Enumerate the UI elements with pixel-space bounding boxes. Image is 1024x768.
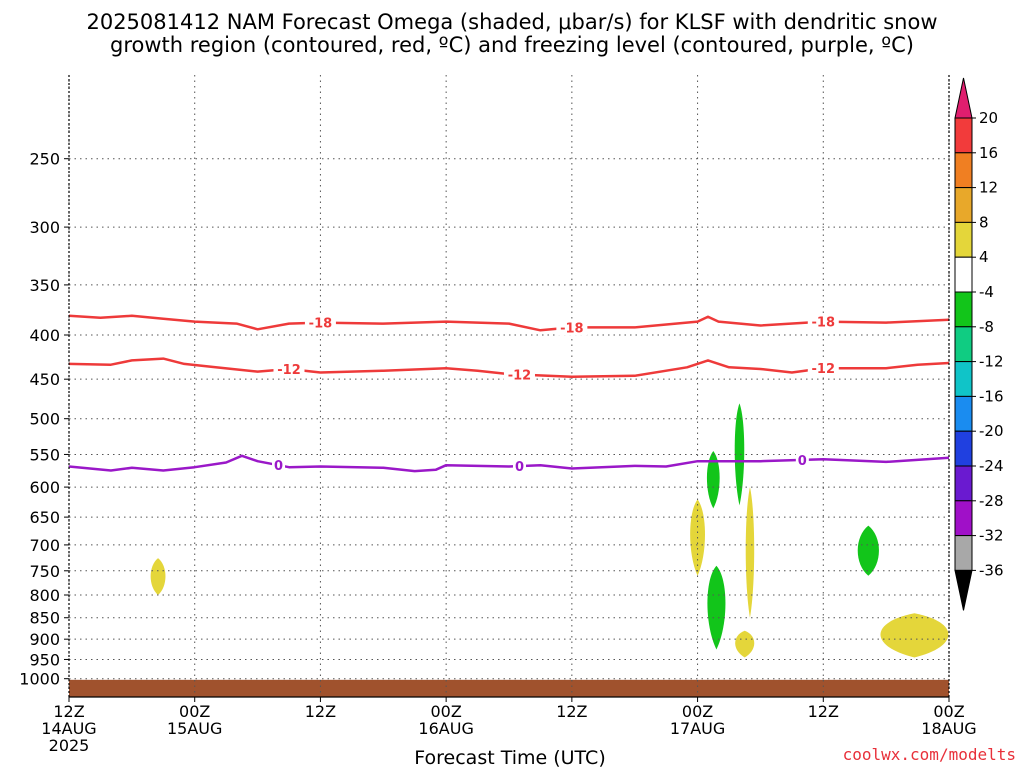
plot-area: 250 300 350 400 450 500 550 600 650 700 750 800 850 9… <box>19 75 977 755</box>
x-axis-label: Forecast Time (UTC) <box>414 747 605 768</box>
colorbar-seg-8 <box>954 361 973 397</box>
omega-region-4 <box>734 403 745 506</box>
y-tick-label-700: 700 <box>29 536 60 555</box>
y-tick-label-250: 250 <box>29 150 60 169</box>
colorbar-label-3: 8 <box>979 213 989 231</box>
y-tick-label-600: 600 <box>29 478 60 497</box>
omega-region-9 <box>880 613 949 658</box>
omega-region-6 <box>745 487 755 618</box>
colorbar-label-2: 12 <box>979 179 998 197</box>
omega-region-3 <box>706 451 720 509</box>
credit-text: coolwx.com/modelts <box>843 745 1016 764</box>
y-tick-label-550: 550 <box>29 445 60 464</box>
colorbar-seg-7 <box>954 326 973 363</box>
plot-background <box>69 75 949 697</box>
omega-region-8 <box>857 525 879 576</box>
colorbar-seg-1 <box>954 117 973 154</box>
contour-1 <box>68 357 950 378</box>
contour-label-1-1: -12 <box>508 369 532 384</box>
contour-label-bg-1-2 <box>807 360 839 377</box>
colorbar-label-7: -12 <box>979 353 1004 371</box>
colorbar-label-13: -36 <box>979 561 1004 579</box>
x-tick-label-3-1: 00Z <box>430 702 461 721</box>
x-tick-label-5-1: 00Z <box>682 702 713 721</box>
colorbar-label-10: -24 <box>979 457 1004 475</box>
colorbar-seg-6 <box>954 291 973 328</box>
x-tick-label-5-2: 17AUG <box>670 719 725 738</box>
y-tick-label-850: 850 <box>29 609 60 628</box>
x-tick-label-0-1: 12Z <box>53 702 84 721</box>
colorbar-label-6: -8 <box>979 318 994 336</box>
x-tick-label-4-1: 12Z <box>556 702 587 721</box>
colorbar-label-5: -4 <box>979 283 994 301</box>
colorbar-top-arrow <box>954 77 973 119</box>
x-tick-label-0-3: 2025 <box>49 736 90 755</box>
x-tick-label-7-2: 18AUG <box>921 719 976 738</box>
contour-label-2-0: 0 <box>274 459 283 474</box>
contour-label-0-1: -18 <box>560 321 584 336</box>
contour-label-bg-0-1 <box>556 319 588 336</box>
x-tick-label-7-1: 00Z <box>933 702 964 721</box>
x-tick-label-2-1: 12Z <box>305 702 336 721</box>
colorbar-label-1: 16 <box>979 144 998 162</box>
terrain-fill <box>69 679 949 697</box>
y-tick-label-1000: 1000 <box>19 670 60 689</box>
contour-label-bg-2-1 <box>512 458 526 475</box>
omega-region-7 <box>735 630 755 658</box>
contour-label-bg-0-2 <box>807 313 839 330</box>
y-tick-label-400: 400 <box>29 326 60 345</box>
contour-label-bg-1-0 <box>273 361 305 378</box>
colorbar-seg-13 <box>954 535 973 571</box>
contour-0 <box>68 314 950 332</box>
colorbar-seg-5 <box>954 256 973 293</box>
colorbar-label-11: -28 <box>979 492 1004 510</box>
contour-label-bg-1-1 <box>503 366 535 383</box>
colorbar-label-8: -16 <box>979 387 1004 405</box>
colorbar-bottom-arrow <box>954 569 973 611</box>
y-tick-label-750: 750 <box>29 562 60 581</box>
colorbar: 20 16 12 8 4 -4 -8 -12 -16 -20 -24 -28 -32 -36 <box>954 77 1004 611</box>
y-tick-label-500: 500 <box>29 410 60 429</box>
colorbar-seg-2 <box>954 152 973 189</box>
contour-label-bg-0-0 <box>304 314 336 331</box>
colorbar-seg-10 <box>954 430 973 467</box>
x-tick-label-1-2: 15AUG <box>167 719 222 738</box>
y-tick-label-300: 300 <box>29 218 60 237</box>
x-tick-label-3-2: 16AUG <box>418 719 473 738</box>
omega-region-1 <box>150 558 166 595</box>
contour-label-bg-2-2 <box>795 451 809 468</box>
colorbar-label-12: -32 <box>979 527 1004 545</box>
y-tick-label-650: 650 <box>29 508 60 527</box>
contour-2 <box>68 454 950 473</box>
contour-label-1-0: -12 <box>277 363 301 378</box>
contour-label-0-0: -18 <box>309 317 333 332</box>
contour-label-2-2: 0 <box>798 454 807 469</box>
chart-title-line1: 2025081412 NAM Forecast Omega (shaded, μ… <box>86 10 937 34</box>
x-tick-label-1-1: 00Z <box>179 702 210 721</box>
colorbar-seg-9 <box>954 395 973 432</box>
omega-region-5 <box>707 565 726 650</box>
colorbar-seg-3 <box>954 187 973 223</box>
colorbar-label-0: 20 <box>979 109 998 127</box>
contour-label-bg-2-0 <box>272 457 286 474</box>
x-tick-label-0-2: 14AUG <box>41 719 96 738</box>
contour-label-0-2: -18 <box>812 316 836 331</box>
contour-label-1-2: -12 <box>812 362 836 377</box>
colorbar-label-9: -20 <box>979 422 1004 440</box>
contour-label-2-1: 0 <box>515 460 524 475</box>
chart-title-line2: growth region (contoured, red, ºC) and f… <box>110 33 914 57</box>
colorbar-label-4: 4 <box>979 248 989 266</box>
colorbar-seg-4 <box>954 221 973 258</box>
y-tick-label-900: 900 <box>29 630 60 649</box>
y-tick-label-350: 350 <box>29 276 60 295</box>
y-tick-label-800: 800 <box>29 586 60 605</box>
y-tick-label-450: 450 <box>29 370 60 389</box>
x-tick-label-6-1: 12Z <box>808 702 839 721</box>
y-tick-label-950: 950 <box>29 650 60 669</box>
colorbar-seg-12 <box>954 500 973 537</box>
colorbar-seg-11 <box>954 465 973 502</box>
